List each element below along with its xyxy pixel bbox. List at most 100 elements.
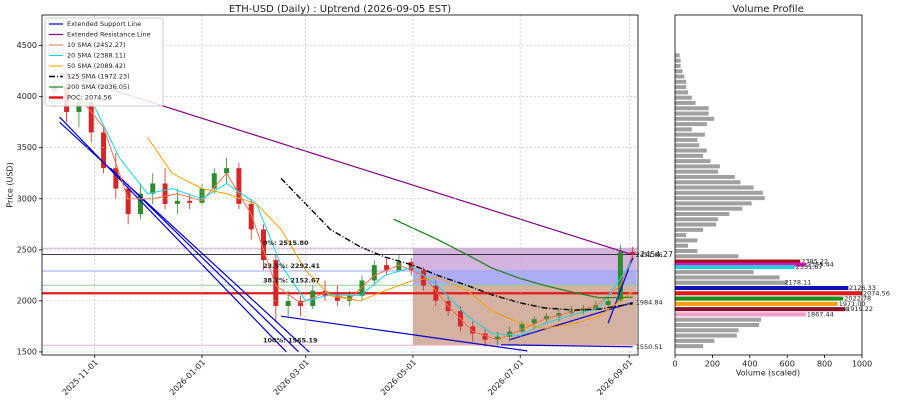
y-axis-label: Price (USD) [6, 162, 15, 207]
candle-body [285, 300, 291, 306]
candle-body [531, 319, 537, 324]
candle-body [236, 168, 242, 204]
x-tick-label: 600 [780, 360, 795, 369]
volume-bar [675, 58, 681, 63]
volume-bar [675, 63, 681, 68]
legend-label: POC: 2074.56 [67, 94, 112, 102]
volume-bar [675, 243, 689, 248]
volume-bar [675, 270, 754, 275]
volume-bar [675, 344, 704, 349]
candle-body [334, 295, 340, 301]
volume-bar [675, 164, 720, 169]
candle-body [224, 168, 230, 174]
candle-body [261, 229, 267, 261]
axes-frame [674, 14, 863, 356]
series-line [147, 137, 633, 330]
volume-bar [675, 153, 704, 158]
legend-label: Extended Support Line [67, 20, 141, 28]
volume-highlight [675, 285, 848, 290]
candle-body [371, 265, 377, 281]
volume-bar [675, 227, 704, 232]
candle-body [101, 132, 107, 169]
price-line-label: 2454.27 [640, 250, 673, 259]
volume-bar [675, 148, 707, 153]
volume-bar [675, 122, 707, 127]
volume-bar [675, 159, 711, 164]
series-line [94, 106, 634, 337]
candle-body [421, 270, 427, 286]
volume-bar [675, 53, 680, 58]
volume-highlight-label: 2074.56 [863, 289, 890, 297]
volume-bar [675, 248, 698, 253]
volume-highlight [675, 265, 795, 270]
volume-bar [675, 106, 709, 111]
volume-bar [675, 201, 752, 206]
volume-bar [675, 132, 705, 137]
fib-zone [412, 248, 637, 272]
volume-bar [675, 206, 743, 211]
volume-bar [675, 85, 687, 90]
volume-highlight-label: 2022.78 [844, 295, 871, 303]
fib-label: 0%: 2515.80 [263, 239, 309, 247]
volume-bar [675, 254, 739, 259]
candle-body [150, 183, 156, 194]
volume-bar [675, 180, 741, 185]
candle-body [396, 262, 402, 271]
candle-body [482, 333, 488, 340]
candle-body [494, 336, 500, 340]
volume-highlight-label: 2178.11 [784, 279, 811, 287]
x-tick-label: 1000 [852, 360, 872, 369]
volume-bar [675, 174, 735, 179]
volume-bar [675, 328, 739, 333]
candle-body [137, 193, 143, 215]
volume-bar [675, 100, 696, 105]
volume-bar [675, 116, 715, 121]
volume-bar [675, 137, 698, 142]
y-tick-label: 4500 [17, 41, 37, 50]
legend-label: 20 SMA (2388.11) [67, 52, 126, 60]
x-tick-label: 800 [817, 360, 832, 369]
volume-highlight-label: 1867.44 [807, 310, 834, 318]
volume-highlight-label: 2355.44 [807, 261, 834, 269]
volume-highlight [675, 259, 801, 264]
candle-body [248, 203, 254, 230]
candle-body [297, 300, 303, 306]
volume-bar [675, 127, 692, 132]
volume-highlight-label: 1971.00 [839, 300, 866, 308]
volume-highlight [675, 296, 844, 301]
legend-label: Extended Resistance Line [67, 31, 151, 39]
candle-body [211, 173, 217, 189]
volume-bar [675, 185, 754, 190]
volume-bar [675, 317, 762, 322]
candle-body [519, 323, 525, 332]
candle-body [617, 251, 623, 301]
legend: Extended Support Line Extended Resistance… [44, 17, 164, 107]
volume-highlight [675, 280, 784, 285]
legend-label: 10 SMA (2452.27) [67, 41, 126, 49]
volume-bar [675, 233, 687, 238]
plot-area [42, 60, 638, 353]
volume-highlight [675, 307, 846, 312]
candle-body [507, 331, 513, 337]
volume-bar [675, 217, 719, 222]
volume-highlight [675, 262, 806, 267]
fib-label: 23.5%: 2292.41 [263, 262, 320, 270]
candle-body [76, 101, 82, 112]
legend-label: 125 SMA (1972.23) [67, 73, 130, 81]
volume-bar [675, 69, 683, 74]
axes-frame [41, 14, 639, 356]
candle-body [174, 200, 180, 204]
candle-body [408, 262, 414, 271]
volume-highlight [675, 301, 838, 306]
candle-body [470, 326, 476, 334]
volume-bar [675, 222, 717, 227]
volume-highlight-label: 2385.22 [801, 258, 828, 266]
series-line [59, 116, 634, 353]
volume-bar [675, 333, 737, 338]
volume-highlight-label: 2331.67 [796, 263, 823, 271]
volume-bar [675, 275, 780, 280]
volume-bar [675, 111, 709, 116]
volume-bar [675, 95, 692, 100]
volume-bar [675, 74, 685, 79]
volume-highlight [675, 291, 862, 296]
